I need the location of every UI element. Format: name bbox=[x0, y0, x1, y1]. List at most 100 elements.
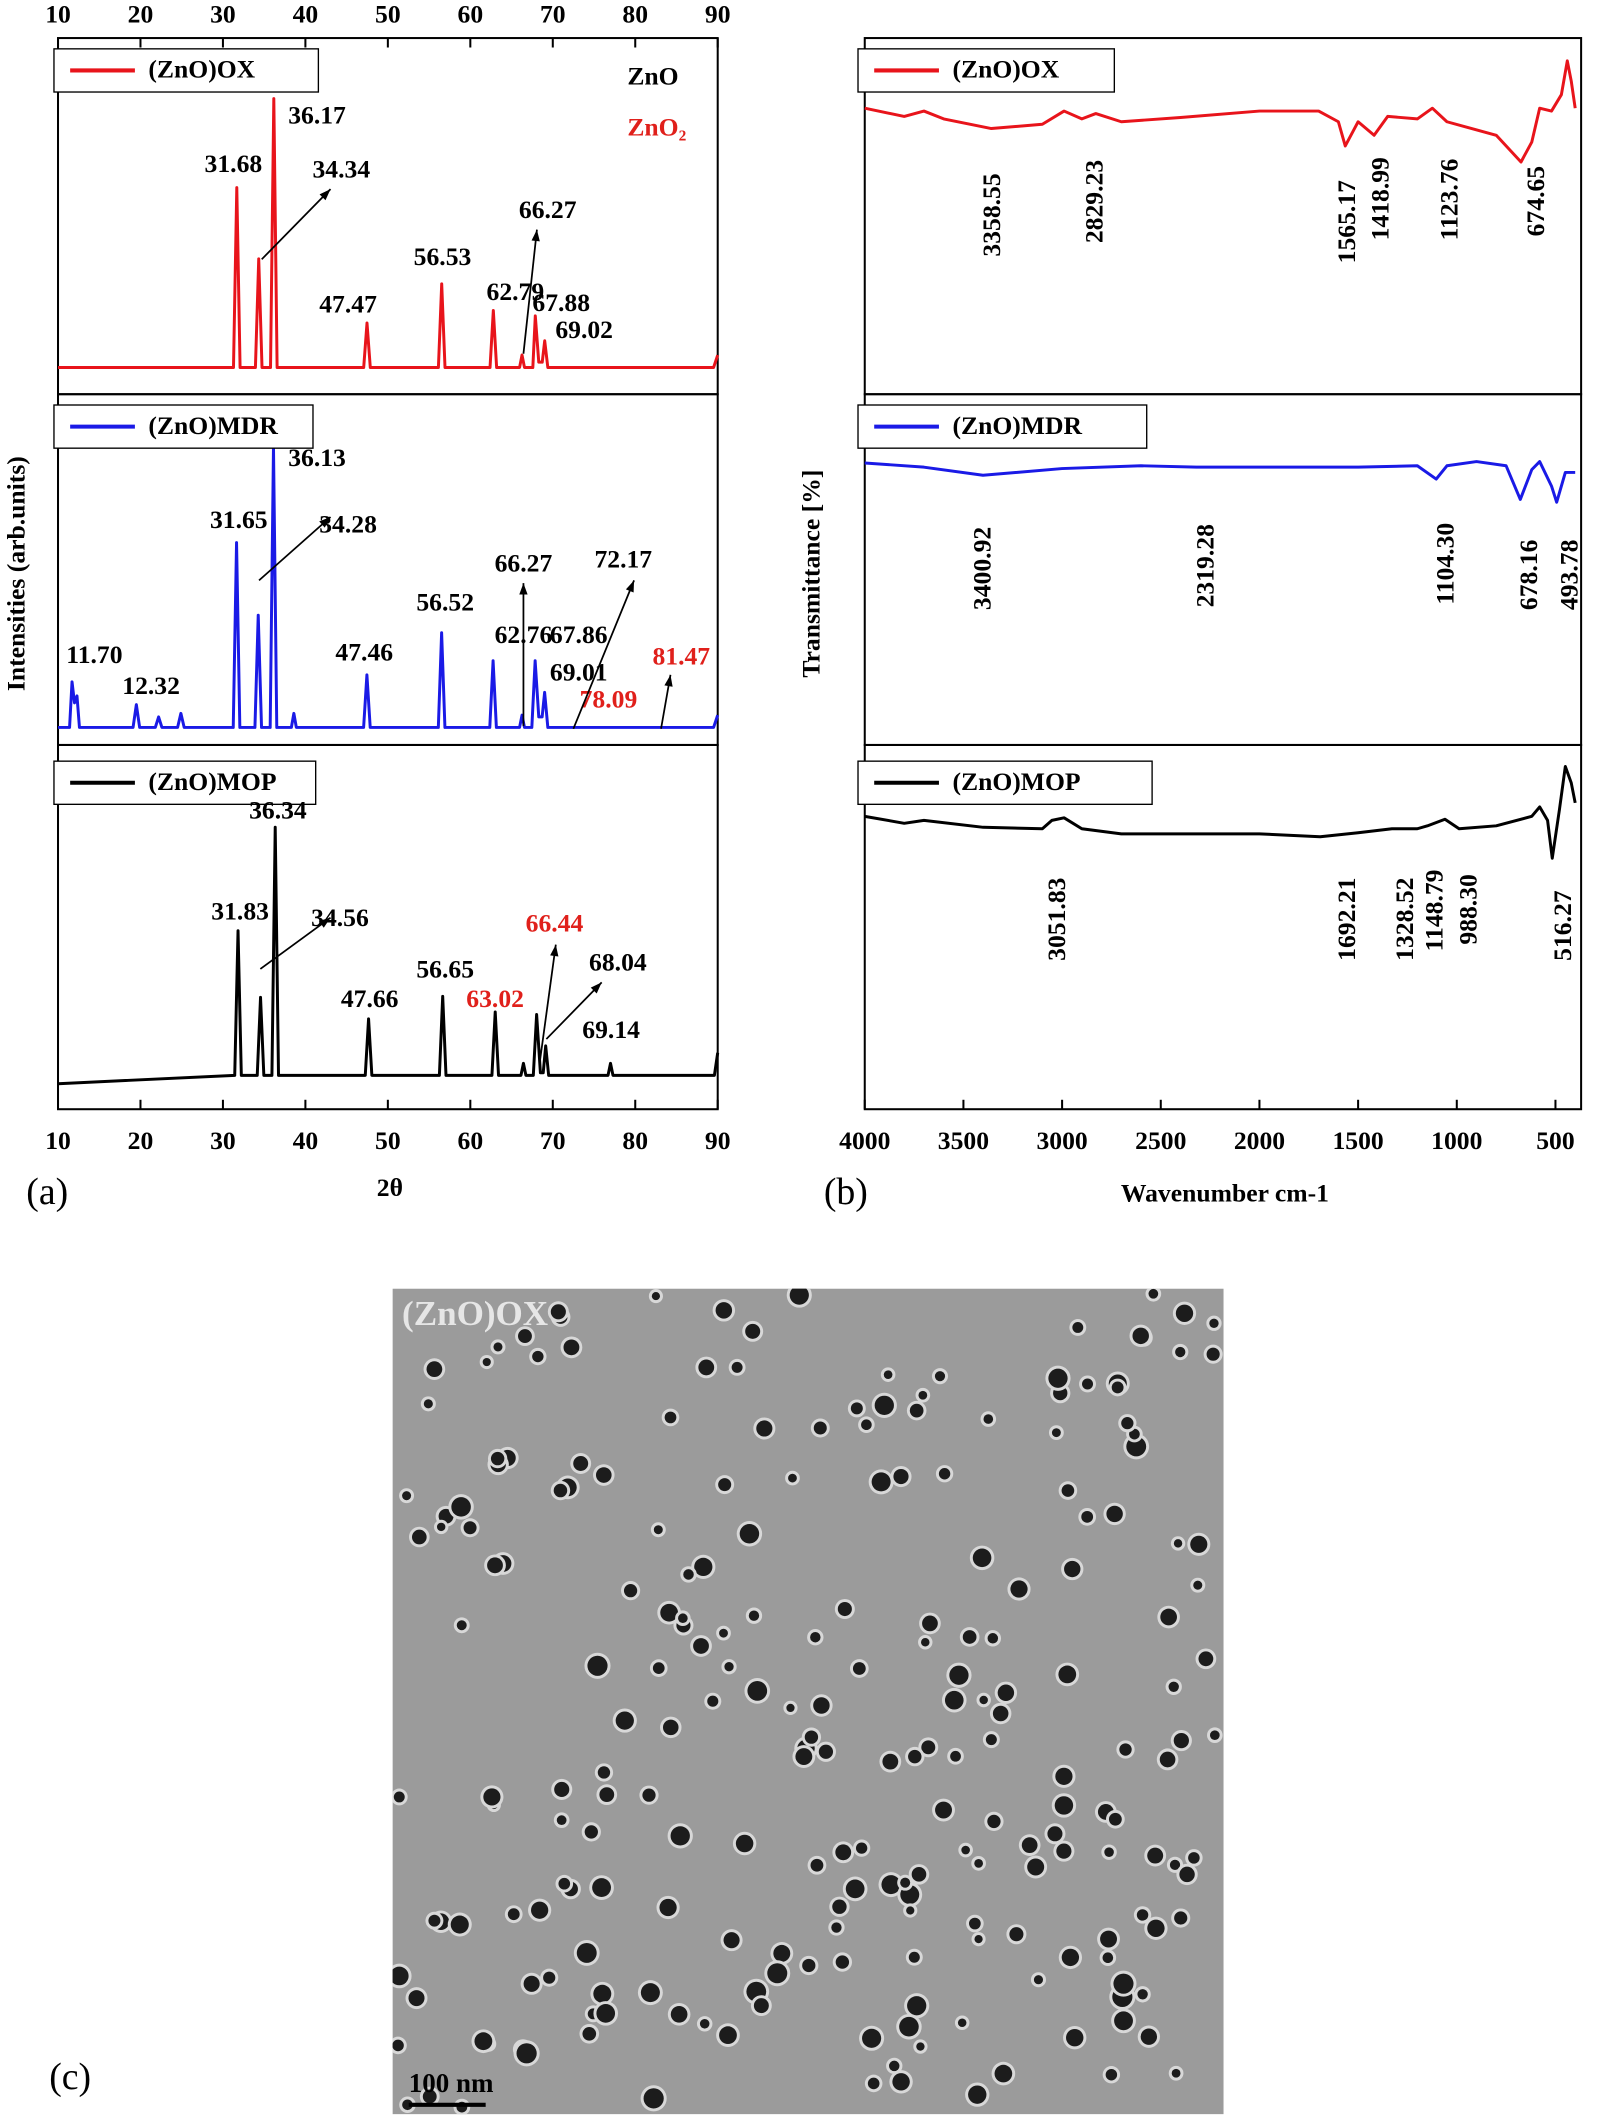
particle bbox=[767, 1963, 788, 1984]
x-tick-top-label: 10 bbox=[45, 0, 71, 28]
arrow-line bbox=[259, 916, 332, 970]
particle bbox=[423, 1399, 433, 1409]
particle bbox=[997, 1684, 1015, 1701]
arrow-head bbox=[318, 917, 331, 928]
peak-label: 34.34 bbox=[312, 154, 370, 183]
panel-label: (a) bbox=[26, 1171, 68, 1213]
particle bbox=[957, 2018, 967, 2028]
particle bbox=[935, 1801, 953, 1819]
particle bbox=[640, 1983, 660, 2003]
peak-label: 1123.76 bbox=[1434, 158, 1463, 240]
x-tick-label: 60 bbox=[458, 1126, 484, 1155]
particle bbox=[994, 2064, 1013, 2083]
particle bbox=[490, 1451, 505, 1466]
spectrum-line bbox=[864, 460, 1576, 504]
particle bbox=[474, 2032, 493, 2051]
arrow-line bbox=[545, 981, 603, 1040]
particle bbox=[892, 2073, 910, 2091]
x-tick-top-label: 70 bbox=[540, 0, 566, 28]
particle bbox=[745, 1323, 761, 1339]
particle bbox=[1147, 1919, 1165, 1937]
particle bbox=[1061, 1948, 1080, 1967]
peak-label: 678.16 bbox=[1514, 539, 1543, 610]
particle bbox=[523, 1975, 540, 1992]
arrow-head bbox=[625, 580, 635, 593]
particle bbox=[918, 1390, 928, 1400]
particle bbox=[483, 1788, 501, 1806]
scale-bar-label: 100 nm bbox=[409, 2068, 494, 2098]
particle bbox=[1108, 1812, 1122, 1826]
particle bbox=[1168, 1681, 1179, 1692]
particle bbox=[1051, 1428, 1061, 1438]
particle bbox=[1175, 1304, 1194, 1322]
arrow-head bbox=[319, 516, 331, 528]
particle bbox=[573, 1456, 589, 1471]
particle bbox=[789, 1288, 809, 1305]
legend-label: (ZnO)OX bbox=[952, 55, 1059, 84]
peak-label: 12.32 bbox=[122, 671, 180, 700]
particle bbox=[938, 1468, 951, 1480]
particle bbox=[773, 1944, 791, 1962]
peak-label: 47.47 bbox=[319, 289, 377, 318]
peak-label: 66.27 bbox=[519, 195, 577, 224]
particle bbox=[852, 1662, 866, 1675]
particle bbox=[451, 1497, 471, 1517]
particle bbox=[1188, 1852, 1200, 1864]
particle bbox=[911, 1867, 927, 1882]
peak-label: 1565.17 bbox=[1332, 180, 1361, 263]
particle bbox=[949, 1665, 969, 1685]
particle bbox=[426, 1361, 443, 1378]
particle bbox=[835, 1844, 852, 1861]
particle bbox=[944, 1690, 964, 1710]
particle bbox=[1137, 1989, 1148, 2000]
x-tick-label: 1500 bbox=[1332, 1126, 1383, 1155]
arrow-line bbox=[572, 580, 635, 730]
x-axis-label: Wavenumber cm-1 bbox=[1121, 1178, 1329, 1207]
spectrum-line bbox=[58, 97, 720, 369]
particle bbox=[597, 1766, 611, 1779]
particle bbox=[554, 1781, 570, 1798]
x-tick-label: 20 bbox=[128, 1126, 154, 1155]
particle bbox=[916, 2042, 925, 2051]
particle bbox=[1102, 1952, 1114, 1964]
x-tick-label: 2000 bbox=[1234, 1126, 1285, 1155]
particle bbox=[642, 1788, 656, 1802]
particle bbox=[985, 1734, 997, 1746]
particle bbox=[974, 1935, 983, 1944]
legend-label: (ZnO)OX bbox=[148, 55, 255, 84]
particle bbox=[482, 1357, 491, 1367]
arrow-line bbox=[258, 516, 332, 582]
particle bbox=[428, 1914, 441, 1927]
peak-label: 56.52 bbox=[416, 588, 474, 617]
particle bbox=[950, 1750, 961, 1762]
particle bbox=[1033, 1975, 1044, 1985]
particle bbox=[563, 1339, 580, 1356]
particle bbox=[683, 1569, 694, 1580]
particle bbox=[402, 2099, 413, 2111]
particle bbox=[556, 1815, 567, 1826]
phase-note: ZnO₂ bbox=[627, 113, 686, 142]
particle bbox=[670, 2005, 688, 2023]
particle bbox=[463, 1521, 477, 1535]
particle bbox=[739, 1524, 760, 1544]
particle bbox=[1058, 1665, 1077, 1684]
peak-label: 69.01 bbox=[550, 658, 608, 687]
particle bbox=[699, 2019, 710, 2029]
particle bbox=[874, 1395, 894, 1415]
x-tick-label: 2500 bbox=[1135, 1126, 1186, 1155]
panel-label: (b) bbox=[824, 1171, 868, 1213]
particle bbox=[831, 1922, 842, 1933]
particle bbox=[922, 1615, 938, 1632]
particle bbox=[1159, 1751, 1176, 1768]
particle bbox=[1140, 2028, 1158, 2045]
particle bbox=[595, 1467, 612, 1483]
particle bbox=[1104, 1847, 1114, 1857]
particle bbox=[698, 1359, 715, 1376]
particle bbox=[623, 1584, 638, 1598]
particle bbox=[987, 1633, 999, 1644]
particle bbox=[1119, 1743, 1132, 1756]
particle bbox=[850, 1402, 863, 1415]
particle bbox=[883, 1370, 893, 1379]
